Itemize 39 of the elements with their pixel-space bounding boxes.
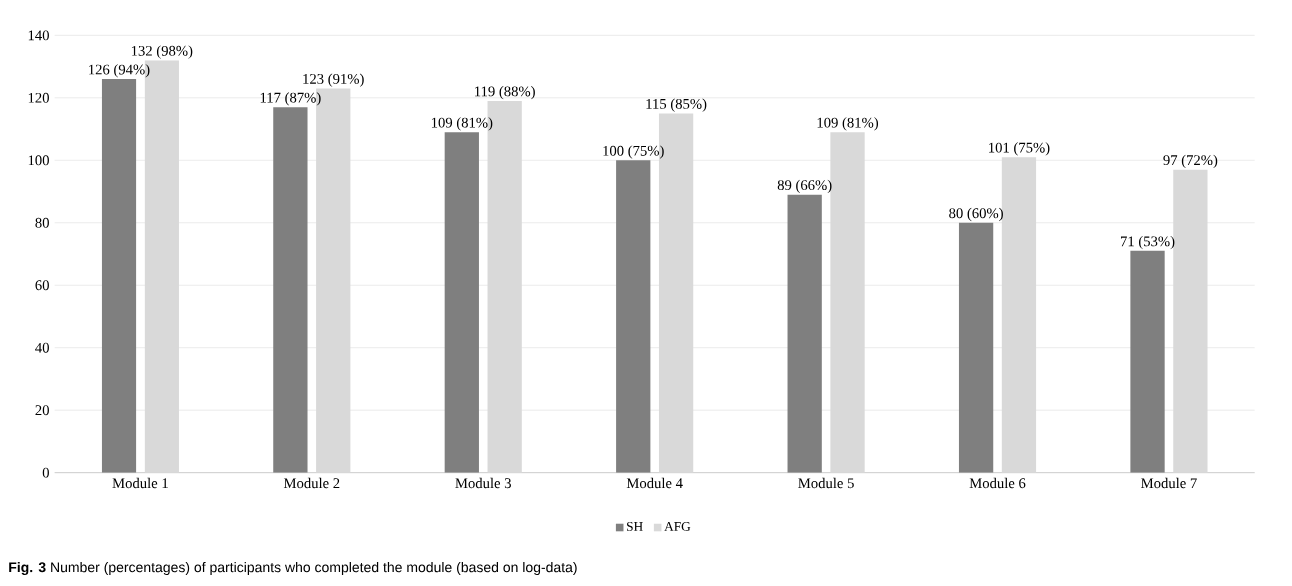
data-label: 117 (87%) [260, 92, 321, 106]
data-label: 115 (85%) [646, 98, 707, 112]
x-tick-label: Module 7 [1141, 477, 1197, 489]
bar [273, 107, 308, 473]
data-label: 89 (66%) [777, 179, 832, 194]
x-tick-label: Module 5 [798, 477, 854, 489]
x-tick-label: Module 2 [283, 477, 340, 489]
data-label: 71 (53%) [1121, 235, 1175, 250]
y-tick-label: 100 [28, 155, 49, 166]
x-tick-label: Module 1 [112, 477, 168, 489]
y-tick-label: 140 [28, 30, 49, 41]
data-label: 119 (88%) [475, 86, 535, 100]
data-label: 109 (81%) [817, 117, 879, 131]
data-label: 109 (81%) [431, 117, 493, 131]
bar [1130, 250, 1165, 473]
y-tick-label: 20 [35, 405, 49, 416]
data-label: 126 (94%) [89, 64, 150, 78]
x-tick-label: Module 4 [626, 477, 683, 489]
bar [444, 132, 479, 473]
data-label: 97 (72%) [1163, 154, 1218, 169]
y-tick-label: 120 [28, 92, 49, 103]
legend-label: AFG [664, 522, 691, 531]
bar [101, 79, 137, 473]
data-label: 132 (98%) [131, 45, 193, 59]
data-label: 100 (75%) [603, 145, 664, 159]
data-label: 101 (75%) [989, 142, 1050, 156]
legend-label: SH [627, 522, 643, 531]
bar [787, 194, 822, 473]
data-label: 80 (60%) [949, 207, 1003, 222]
text: Fig. 3 Number (percentages) of participants who completed the module (based on log-data) [9, 561, 577, 576]
y-tick-label: 60 [35, 280, 49, 291]
x-tick-label: Module 3 [455, 477, 511, 489]
y-tick-label: 80 [35, 217, 49, 228]
bar [958, 222, 994, 473]
bar [616, 160, 651, 473]
x-tick-label: Module 6 [969, 477, 1026, 489]
y-tick-label: 40 [35, 342, 49, 353]
y-tick-label: 0 [42, 467, 49, 478]
data-label: 123 (91%) [303, 73, 364, 87]
